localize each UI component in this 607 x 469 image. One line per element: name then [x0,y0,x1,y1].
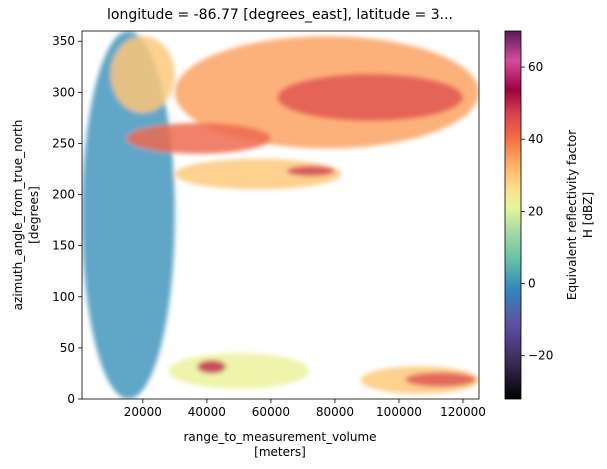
colorbar [504,30,522,400]
colorbar-tick-label: 20 [528,204,543,218]
colorbar-tick-label: 60 [528,60,543,74]
colorbar-tick-label: −20 [528,349,553,363]
colorbar-ticks: −20 0 20 40 60 [521,60,553,363]
x-tick-label: 20000 [124,405,162,419]
echo-region [126,122,271,154]
x-axis-label: range_to_measurement_volume [183,430,376,444]
colorbar-label: Equivalent reflectivity factor [565,130,579,300]
y-tick-label: 100 [52,290,75,304]
echo-region [277,73,463,121]
y-tick-label: 250 [52,136,75,150]
colorbar-tick-label: 0 [528,277,536,291]
echo-region [286,165,335,177]
colorbar-tick-label: 40 [528,132,543,146]
x-tick-label: 80000 [316,405,354,419]
echo-region [168,353,310,389]
x-tick-label: 100000 [376,405,422,419]
echo-region [110,36,175,113]
echo-region [197,360,227,374]
x-tick-label: 40000 [188,405,226,419]
echo-layer [82,31,479,399]
x-axis-label-units: [meters] [254,445,306,459]
plot-frame [81,30,480,400]
y-tick-label: 350 [52,34,75,48]
echo-region [82,31,175,399]
y-axis: 0 50 100 150 200 250 300 350 [52,34,82,406]
x-axis: 20000 40000 60000 80000 100000 120000 [124,399,486,419]
echo-region [405,372,476,387]
colorbar-label-units: H [dBZ] [581,192,595,238]
y-tick-label: 50 [60,341,75,355]
y-axis-label: azimuth_angle_from_true_north [11,120,25,311]
x-tick-label: 120000 [440,405,486,419]
y-tick-label: 300 [52,85,75,99]
y-axis-label-units: [degrees] [27,186,41,244]
echo-region [174,158,342,190]
y-tick-label: 150 [52,239,75,253]
x-tick-label: 60000 [252,405,290,419]
chart-title: longitude = -86.77 [degrees_east], latit… [107,7,453,23]
y-tick-label: 0 [67,392,75,406]
y-tick-label: 200 [52,188,75,202]
